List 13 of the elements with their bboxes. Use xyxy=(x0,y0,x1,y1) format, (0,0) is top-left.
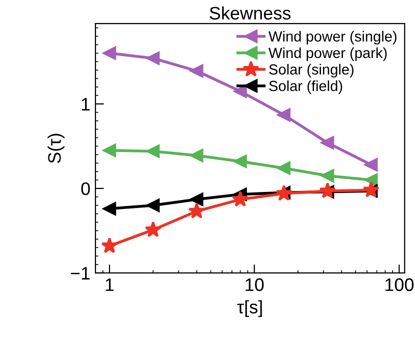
y-tick-label: 0 xyxy=(81,182,90,196)
legend-label: Wind power (single) xyxy=(268,30,396,44)
y-tick-label: −1 xyxy=(70,267,90,280)
x-tick-label: 1 xyxy=(106,278,114,291)
y-tick-label: 1 xyxy=(82,98,90,110)
chart-title: Skewness xyxy=(210,6,291,20)
x-axis-title: τ[s] xyxy=(237,300,262,318)
legend-label: Solar (single) xyxy=(269,64,354,78)
y-axis-title: S(τ) xyxy=(48,134,64,164)
x-tick-label: 100 xyxy=(386,278,414,292)
legend-label: Solar (field) xyxy=(269,80,342,94)
legend-label: Wind power (park) xyxy=(268,47,387,61)
x-tick-label: 10 xyxy=(246,278,264,292)
